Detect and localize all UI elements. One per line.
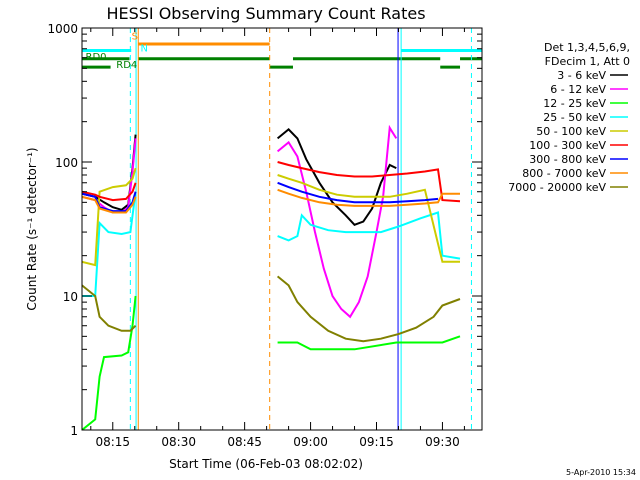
series-line-5-1 xyxy=(277,161,461,203)
legend-label-6: 300 - 800 keV xyxy=(529,153,606,166)
legend-label-0: 3 - 6 keV xyxy=(557,69,606,82)
series-line-4-0 xyxy=(82,167,137,267)
plot-frame xyxy=(81,27,483,431)
series-5 xyxy=(82,161,461,203)
x-tick-label-4: 09:15 xyxy=(359,435,394,449)
series-line-5-0 xyxy=(82,182,137,202)
series-line-6-0 xyxy=(82,191,137,213)
x-tick-label-5: 09:30 xyxy=(425,435,460,449)
flag-label-0: S xyxy=(132,32,138,43)
series-line-2-1 xyxy=(277,335,461,351)
series-line-1-0 xyxy=(82,138,137,214)
legend-label-3: 25 - 50 keV xyxy=(543,111,606,124)
y-tick-label-2: 100 xyxy=(55,156,78,170)
chart-title: HESSI Observing Summary Count Rates xyxy=(106,4,425,23)
x-tick-label-3: 09:00 xyxy=(293,435,328,449)
series-line-4-1 xyxy=(277,174,460,263)
series-7 xyxy=(82,188,460,214)
legend-label-1: 6 - 12 keV xyxy=(550,83,606,96)
legend-header-1: FDecim 1, Att 0 xyxy=(545,55,630,68)
legend-label-7: 800 - 7000 keV xyxy=(522,167,606,180)
x-tick-label-2: 08:45 xyxy=(227,435,262,449)
series-line-0-1 xyxy=(276,128,397,226)
series-line-6-1 xyxy=(277,181,439,204)
series-line-7-0 xyxy=(82,195,137,214)
x-tick-label-0: 08:15 xyxy=(95,435,130,449)
plot-area: SN RD0 RD4 xyxy=(82,28,482,430)
flag-label-1: N xyxy=(140,43,147,54)
legend-label-5: 100 - 300 keV xyxy=(529,139,606,152)
series-line-7-1 xyxy=(277,188,460,207)
x-axis-label: Start Time (06-Feb-03 08:02:02) xyxy=(169,457,363,471)
legend: Det 1,3,4,5,6,9,FDecim 1, Att 03 - 6 keV… xyxy=(508,41,630,194)
y-tick-label-0: 1 xyxy=(70,424,78,438)
series-8 xyxy=(82,275,461,343)
series-line-8-1 xyxy=(276,275,461,343)
flag-label-2: RD0 xyxy=(86,52,107,63)
y-tick-label-3: 1000 xyxy=(47,22,78,36)
legend-label-8: 7000 - 20000 keV xyxy=(508,181,606,194)
legend-label-4: 50 - 100 keV xyxy=(536,125,606,138)
timestamp: 5-Apr-2010 15:34 xyxy=(566,468,636,477)
legend-label-2: 12 - 25 keV xyxy=(543,97,606,110)
x-tick-label-1: 08:30 xyxy=(161,435,196,449)
series-0 xyxy=(82,128,397,226)
series-line-3-1 xyxy=(277,211,461,260)
legend-header-0: Det 1,3,4,5,6,9, xyxy=(544,41,630,54)
flag-label-3: RD4 xyxy=(116,60,137,71)
series-line-1-1 xyxy=(276,124,398,319)
series-4 xyxy=(82,167,460,267)
series-line-8-0 xyxy=(82,284,137,332)
series-1 xyxy=(82,124,398,319)
series-line-2-0 xyxy=(82,295,137,430)
y-axis-label: Count Rate (s⁻¹ detector⁻¹) xyxy=(25,147,39,310)
y-tick-label-1: 10 xyxy=(63,290,78,304)
